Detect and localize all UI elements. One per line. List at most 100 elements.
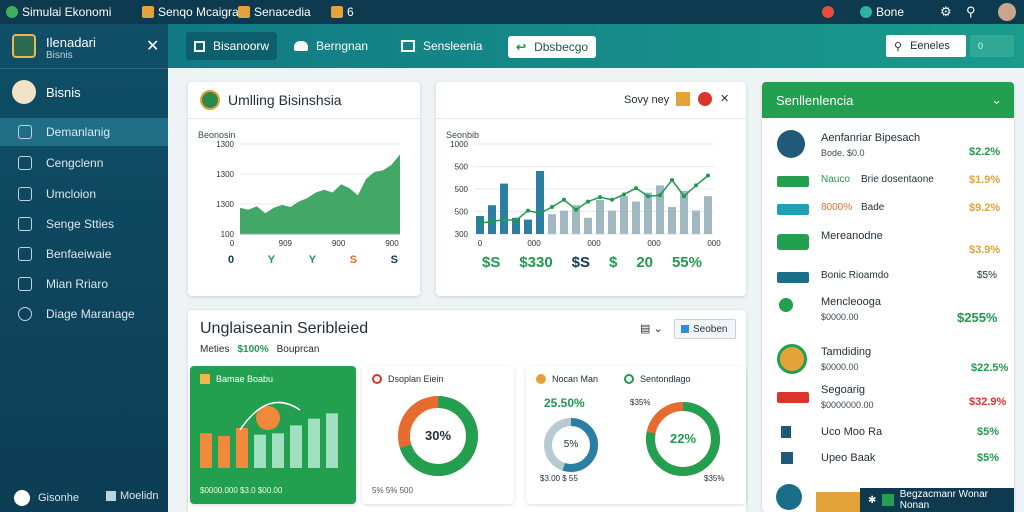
x-tick-label: 000 — [647, 239, 661, 248]
topbar-menu-2[interactable]: Senacedia — [238, 3, 311, 21]
bar — [668, 207, 676, 234]
target-icon — [372, 374, 382, 384]
cloud-icon — [18, 307, 32, 321]
summary-value: $100% — [237, 344, 269, 355]
donut-slice — [544, 418, 598, 472]
divider — [188, 118, 420, 119]
list-item[interactable]: Uco Moo Ra $5% — [763, 424, 1013, 454]
cart-icon — [18, 217, 32, 231]
line-series — [479, 174, 709, 224]
sidebar-footer-left[interactable]: Gisonhe — [14, 490, 79, 506]
chart-legend: 0 Y Y S S — [228, 254, 398, 266]
mini-card-footer: $3.00 $ 55 — [540, 474, 578, 483]
cloud-icon — [294, 41, 308, 51]
sidebar-item-label: Diage Maranage — [46, 307, 135, 321]
list-item[interactable]: 8000% Bade $9.2% — [763, 198, 1013, 228]
sidebar-item-label: Cengclenn — [46, 156, 104, 170]
row-value: $5% — [977, 452, 1000, 464]
list-item[interactable]: Mencleooga $0000.00 $255% — [763, 296, 1013, 326]
topbar-menu-1[interactable]: Senqo Mcaigra — [142, 3, 239, 21]
chart-title: Umlling Bisinshsia — [228, 92, 342, 108]
tab-overview[interactable]: Bisanoorw — [186, 32, 278, 60]
row-sub: $0000.00 — [821, 362, 859, 372]
avatar-icon[interactable] — [776, 484, 802, 510]
row-name: Uco Moo Ra — [821, 426, 883, 438]
bar — [692, 210, 700, 234]
dropdown-toggle[interactable]: ▤ ⌄ — [640, 323, 663, 335]
close-icon[interactable]: ✕ — [720, 93, 730, 105]
mini-card-title: Bamae Boabu — [216, 374, 274, 384]
sidebar-footer-right[interactable]: Moelidn — [106, 490, 159, 502]
y-tick-label: 100 — [221, 230, 235, 239]
mini-card-note: 25.50% — [544, 396, 585, 410]
close-sidebar-button[interactable]: ✕ — [146, 36, 159, 56]
list-item[interactable]: Upeo Baak $5% — [763, 450, 1013, 480]
profile-avatar[interactable] — [998, 3, 1016, 21]
row-value: $2.2% — [969, 146, 1001, 158]
list-item[interactable]: Bonic Rioamdo $5% — [763, 268, 1013, 298]
section-summary: Meties $100% Bouprcan — [200, 344, 319, 355]
row-name: Tamdiding — [821, 346, 872, 358]
bottom-toast[interactable]: ✱ Begzacmanr Wonar Nonan — [860, 488, 1014, 512]
app-title-item[interactable]: Simulai Ekonomi — [6, 3, 111, 21]
stat-value: 55% — [671, 254, 702, 271]
bar — [272, 433, 284, 468]
list-item[interactable]: Mereanodne $3.9% — [763, 228, 1013, 258]
list-item[interactable]: Nauco Brie dosentaone $1.9% — [763, 170, 1013, 200]
list-item[interactable]: Tamdiding $0000.00 $22.5% — [763, 344, 1013, 374]
sidebar-subtitle: Bisnis — [46, 50, 73, 61]
sidebar-item-4[interactable]: Senge Stties — [0, 210, 168, 238]
sidebar-item-dashboard[interactable]: Demanlanig — [0, 118, 168, 146]
mini-card-header: Nocan Man — [536, 374, 598, 384]
chart-controls[interactable]: Sovy ney — [624, 94, 670, 106]
section-search-button[interactable]: Seoben — [674, 319, 736, 339]
section-title: Unglaiseanin Seribleied — [200, 320, 369, 337]
row-name: Mencleooga — [821, 296, 881, 308]
sidebar-item-2[interactable]: Cengclenn — [0, 149, 168, 177]
donut-value: 5% — [563, 439, 579, 450]
mini-card-bar: Bamae Boabu $0000.000 $3.0 $00.00 — [190, 366, 356, 504]
user-menu[interactable]: Bone — [860, 3, 904, 21]
list-item[interactable]: Segoarig $0000000.00 $32.9% — [763, 382, 1013, 412]
mini-card-header: Bamae Boabu — [200, 374, 273, 384]
sidebar-footer-right-label: Moelidn — [120, 490, 159, 502]
bar — [200, 433, 212, 468]
sidebar-item-label: Mian Rriaro — [46, 277, 109, 291]
sidebar-item-6[interactable]: Mian Rriaro — [0, 270, 168, 298]
sidebar-item-7[interactable]: Diage Maranage — [0, 300, 168, 328]
search-box[interactable]: ⚲ Eeneles — [886, 35, 966, 57]
bar — [290, 425, 302, 468]
topbar-menu-3[interactable]: 6 — [331, 3, 354, 21]
right-panel-header[interactable]: Senllenlencia ⌄ — [762, 82, 1014, 118]
row-name: Aenfanriar Bipesach — [821, 132, 921, 144]
row-value: $1.9% — [969, 174, 1001, 186]
list-item[interactable]: Aenfanriar Bipesach Bode. $0.0 $2.2% — [763, 128, 1013, 158]
search-button[interactable]: ⚲ — [966, 3, 976, 21]
sidebar-item-label: Senge Stties — [46, 217, 115, 231]
tab-label: Bisanoorw — [213, 39, 270, 53]
sidebar-item-3[interactable]: Umcloion — [0, 180, 168, 208]
sidebar-item-5[interactable]: Benfaeiwaie — [0, 240, 168, 268]
tab-3[interactable]: Sensleenia — [393, 32, 490, 60]
row-name: Bonic Rioamdo — [821, 270, 889, 281]
trophy-icon[interactable] — [676, 92, 690, 106]
notification-button[interactable] — [822, 3, 834, 21]
row-name: Upeo Baak — [821, 452, 876, 464]
x-tick-label: 000 — [527, 239, 541, 248]
search-icon: ⚲ — [894, 40, 903, 53]
settings-button[interactable]: ⚙ — [940, 3, 952, 21]
tag-icon — [18, 156, 32, 170]
row-sub: Bade — [861, 202, 885, 213]
mini-bar-chart — [200, 401, 338, 468]
tab-4[interactable]: ↩ Dbsbecgo — [508, 36, 597, 58]
tag-pill — [816, 492, 860, 512]
row-value: $32.9% — [969, 396, 1007, 408]
tab-2[interactable]: Berngnan — [286, 32, 376, 60]
app-title: Simulai Ekonomi — [22, 5, 112, 19]
alert-icon[interactable] — [698, 92, 712, 106]
x-tick-label: 000 — [707, 239, 721, 248]
filter-button[interactable]: 0 — [970, 35, 1014, 57]
area-series — [240, 154, 400, 234]
shield-icon — [536, 374, 546, 384]
